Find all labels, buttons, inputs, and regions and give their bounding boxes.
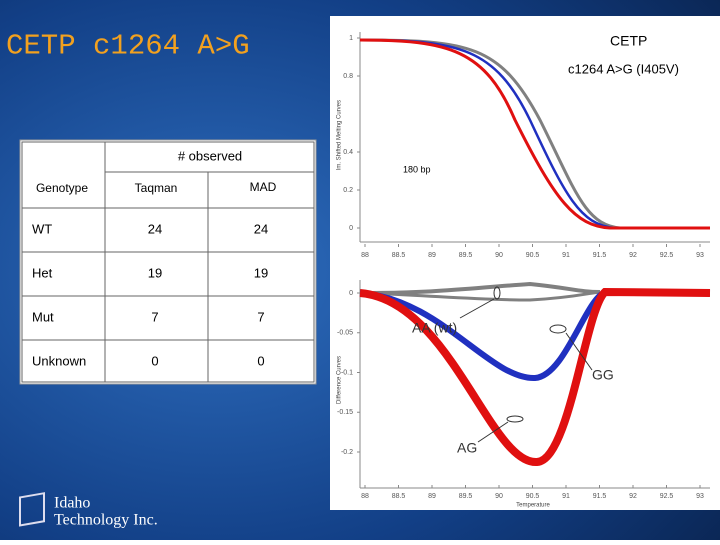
y-tick-label: 0.4 (343, 149, 353, 156)
x-tick-label: 92 (629, 493, 637, 500)
group-header: # observed (178, 148, 242, 163)
column-header: Taqman (135, 181, 178, 195)
x-tick-label: 89 (428, 252, 436, 259)
x-tick-label: 91 (562, 252, 570, 259)
cell-value: 24 (254, 221, 268, 236)
logo: Idaho Technology Inc. (19, 492, 158, 529)
x-tick-label: 93 (696, 252, 704, 259)
x-tick-label: 92.5 (660, 252, 674, 259)
melting-curves (359, 38, 710, 230)
y-tick-label: -0.05 (337, 330, 353, 337)
x-tick-label: 88 (361, 252, 369, 259)
mutation-label: c1264 A>G (I405V) (568, 61, 679, 76)
gene-label: CETP (610, 33, 647, 49)
y-tick-label: 0.2 (343, 187, 353, 194)
x-axis-label: Temperature (516, 503, 550, 509)
y-tick-label: -0.1 (341, 369, 353, 376)
row-label: Het (32, 265, 53, 280)
x-tick-label: 90 (495, 493, 503, 500)
x-tick-label: 90.5 (526, 493, 540, 500)
cell-value: 19 (148, 265, 162, 280)
x-tick-label: 88 (361, 493, 369, 500)
annotation: AA (wt) (412, 320, 457, 336)
annotation: GG (592, 367, 614, 383)
annotation-pointers (459, 286, 593, 443)
logo-text: Idaho (54, 495, 90, 512)
row-label: WT (32, 221, 52, 236)
y-tick-label: -0.15 (337, 409, 353, 416)
size-label: 180 bp (403, 164, 431, 174)
cell-value: 24 (148, 221, 162, 236)
y-tick-label: -0.2 (341, 449, 353, 456)
cell-value: 0 (151, 353, 158, 368)
x-tick-label: 90.5 (526, 252, 540, 259)
column-header: Genotype (36, 181, 88, 195)
column-header: MAD (250, 180, 277, 194)
x-tick-label: 89 (428, 493, 436, 500)
cell-value: 19 (254, 265, 268, 280)
x-tick-label: 92.5 (660, 493, 674, 500)
x-tick-label: 92 (629, 252, 637, 259)
logo-text: Technology Inc. (54, 512, 158, 529)
x-tick-label: 93 (696, 493, 704, 500)
y-tick-label: 0 (349, 290, 353, 297)
cell-value: 7 (151, 309, 158, 324)
x-tick-label: 88.5 (392, 252, 406, 259)
row-label: Unknown (32, 353, 86, 368)
slide-title: CETP c1264 A>G (6, 30, 250, 63)
x-tick-label: 89.5 (459, 493, 473, 500)
table: # observed Genotype Taqman MAD (19, 139, 317, 385)
figure-panel (330, 16, 720, 510)
y-axis-label: Difference Curves (337, 356, 343, 404)
difference-curves (359, 281, 711, 467)
y-tick-label: 0.8 (343, 73, 353, 80)
y-tick-label: 0 (349, 225, 353, 232)
x-tick-label: 91.5 (593, 252, 607, 259)
annotation: AG (457, 440, 477, 456)
x-tick-label: 90 (495, 252, 503, 259)
y-tick-label: 1 (349, 35, 353, 42)
x-tick-label: 89.5 (459, 252, 473, 259)
cell-value: 0 (257, 353, 264, 368)
cell-value: 7 (257, 309, 264, 324)
y-axis-label: lm. Shifted Melting Curves (337, 100, 343, 170)
x-tick-label: 88.5 (392, 493, 406, 500)
x-tick-label: 91.5 (593, 493, 607, 500)
row-label: Mut (32, 309, 54, 324)
x-tick-label: 91 (562, 493, 570, 500)
